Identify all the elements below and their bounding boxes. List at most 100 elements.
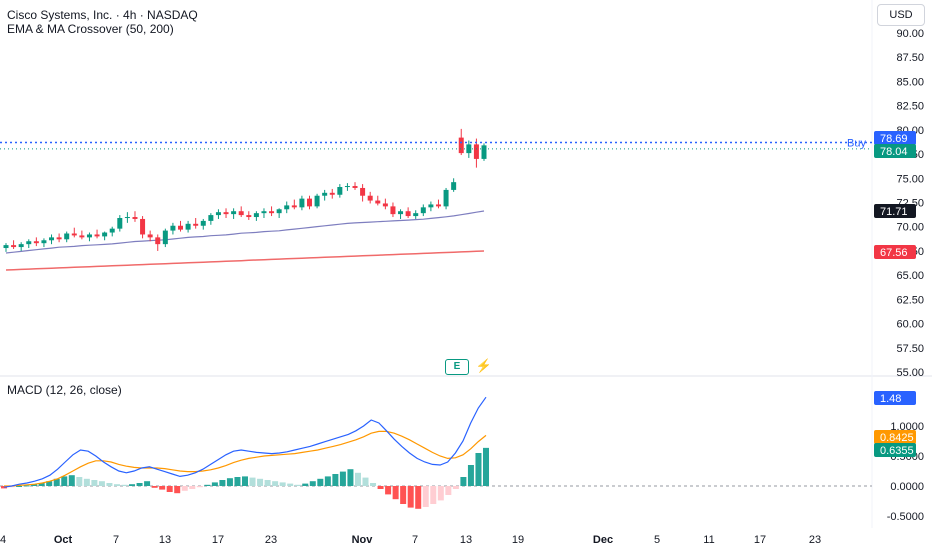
candle-body <box>3 245 9 249</box>
candle-body <box>291 205 297 208</box>
buy-line-label: Buy <box>847 138 866 150</box>
macd-histogram-bar <box>53 478 60 486</box>
candle-body <box>322 192 328 196</box>
macd-histogram-bar <box>377 486 384 489</box>
time-axis-tick: 7 <box>412 534 418 546</box>
candle-body <box>299 198 305 208</box>
candle-body <box>314 195 320 207</box>
candle-body <box>375 200 381 204</box>
time-axis-tick: 11 <box>703 534 714 546</box>
macd-histogram-bar <box>98 481 105 486</box>
macd-histogram-bar <box>46 481 53 486</box>
macd-histogram-bar <box>226 478 233 486</box>
macd-axis-label: 0.8425 <box>880 432 914 444</box>
candle-body <box>306 198 312 207</box>
candle-body <box>367 195 373 201</box>
candle-body <box>132 217 138 219</box>
price-axis-tick: 70.00 <box>896 222 924 234</box>
macd-histogram-bar <box>460 477 467 486</box>
time-axis-tick: Oct <box>54 534 73 546</box>
candle-body <box>451 182 457 190</box>
macd-histogram-bar <box>129 484 136 486</box>
macd-histogram-bar <box>136 483 143 486</box>
macd-histogram-bar <box>475 453 482 486</box>
candle-body <box>360 187 366 196</box>
macd-histogram-bar <box>392 486 399 500</box>
price-axis-tick: 75.00 <box>896 173 924 185</box>
candle-body <box>18 244 24 248</box>
time-axis-tick: 5 <box>654 534 660 546</box>
macd-histogram-bar <box>31 484 38 486</box>
candle-body <box>246 215 252 218</box>
candle-body <box>102 232 108 237</box>
candle-body <box>140 218 146 235</box>
macd-histogram-bar <box>16 486 23 487</box>
time-axis-tick: 13 <box>460 534 472 546</box>
candle-body <box>276 209 282 214</box>
earnings-event-icon[interactable]: E <box>445 359 469 375</box>
price-axis-tick: 57.50 <box>896 343 924 355</box>
candle-body <box>337 187 343 195</box>
macd-histogram-bar <box>61 476 68 486</box>
candle-body <box>26 241 32 245</box>
time-axis-tick: 23 <box>265 534 277 546</box>
candle-body <box>94 234 100 237</box>
macd-axis-tick: 0.0000 <box>890 481 924 493</box>
price-axis-tick: 62.50 <box>896 294 924 306</box>
candle-body <box>238 211 244 216</box>
macd-histogram-bar <box>196 486 203 488</box>
candle-body <box>200 220 206 226</box>
time-axis-tick: Dec <box>593 534 613 546</box>
macd-histogram-bar <box>38 483 45 486</box>
macd-histogram-bar <box>415 486 422 509</box>
candle-body <box>11 245 17 248</box>
macd-histogram-bar <box>452 486 459 489</box>
candle-body <box>124 217 130 219</box>
price-axis-tick: 85.00 <box>896 76 924 88</box>
candle-body <box>352 186 358 188</box>
candle-body <box>56 237 62 240</box>
macd-histogram-bar <box>272 481 279 486</box>
macd-histogram-bar <box>204 484 211 486</box>
macd-histogram-bar <box>400 486 407 504</box>
currency-button[interactable]: USD <box>877 4 925 26</box>
price-axis-tick: 65.00 <box>896 270 924 282</box>
macd-line <box>3 396 487 488</box>
macd-histogram-bar <box>181 486 188 491</box>
macd-axis-tick: -0.5000 <box>887 511 924 523</box>
candle-body <box>71 233 77 236</box>
macd-histogram-bar <box>324 476 331 486</box>
macd-histogram-bar <box>302 483 309 486</box>
macd-histogram-bar <box>317 478 324 486</box>
candle-body <box>253 213 259 218</box>
macd-histogram-bar <box>242 476 248 486</box>
macd-histogram-bar <box>166 486 173 492</box>
macd-histogram-bar <box>144 481 151 486</box>
chart-title: Cisco Systems, Inc. · 4h · NASDAQ <box>7 8 198 22</box>
time-axis-tick: 17 <box>754 534 766 546</box>
candle-body <box>329 192 335 195</box>
macd-histogram-bar <box>23 485 30 487</box>
macd-histogram-bar <box>189 486 196 489</box>
macd-histogram-bar <box>422 486 429 507</box>
candle-body <box>193 223 199 226</box>
split-event-icon[interactable]: ⚡ <box>475 358 493 373</box>
candle-body <box>390 206 396 215</box>
price-axis-label: 71.71 <box>880 206 908 218</box>
candle-body <box>269 211 275 214</box>
macd-histogram-bar <box>151 486 158 488</box>
macd-histogram-bar <box>83 478 90 486</box>
candle-body <box>405 211 411 217</box>
macd-histogram-bar <box>347 469 354 486</box>
candle-body <box>420 207 426 214</box>
candle-body <box>155 237 161 245</box>
macd-label[interactable]: MACD (12, 26, close) <box>7 383 122 397</box>
price-axis-label: 67.56 <box>880 247 908 259</box>
candle-body <box>398 211 404 215</box>
candle-body <box>261 211 267 214</box>
macd-histogram-bar <box>219 480 226 486</box>
indicator-label[interactable]: EMA & MA Crossover (50, 200) <box>7 22 174 36</box>
candle-body <box>344 186 350 188</box>
macd-histogram-bar <box>354 472 361 486</box>
